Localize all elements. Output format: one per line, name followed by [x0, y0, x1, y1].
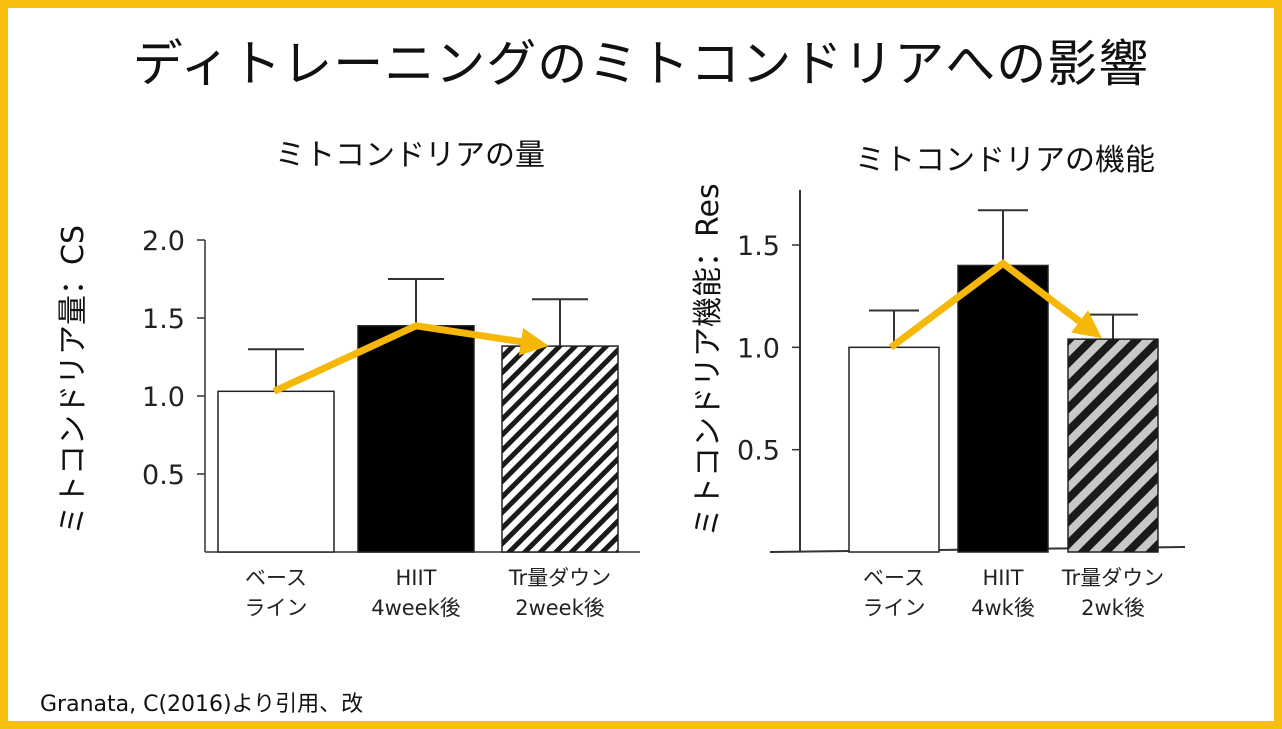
- x-category-label: 4wk後: [971, 596, 1035, 620]
- page-title: ディトレーニングのミトコンドリアへの影響: [132, 35, 1150, 93]
- bar-2: [357, 325, 475, 553]
- bar-2: [957, 264, 1049, 553]
- x-category-label: Tr量ダウン: [508, 566, 611, 590]
- trend-arrow: [888, 259, 1102, 351]
- y-tick-label: 0.5: [142, 460, 185, 491]
- source-note: Granata, C(2016)より引用、改: [40, 692, 364, 717]
- y-tick-label: 1.5: [142, 304, 185, 335]
- bar-1: [217, 390, 335, 553]
- x-category-label: 2week後: [515, 596, 605, 620]
- x-category-label: ライン: [245, 596, 308, 620]
- x-category-label: ライン: [863, 596, 926, 620]
- bar-3: [501, 345, 619, 553]
- bar-3: [1067, 338, 1159, 553]
- chart1-title: ミトコンドリアの量: [275, 138, 545, 173]
- y-tick-label: 2.0: [142, 226, 185, 257]
- y-tick-label: 1.0: [737, 333, 780, 364]
- x-category-label: Tr量ダウン: [1061, 566, 1164, 590]
- y-tick-label: 1.5: [737, 231, 780, 262]
- x-category-label: ベース: [863, 566, 925, 590]
- x-category-label: HIIT: [395, 566, 436, 590]
- bar-1: [848, 346, 940, 553]
- x-category-label: HIIT: [982, 566, 1023, 590]
- x-category-label: 2wk後: [1081, 596, 1145, 620]
- x-category-label: 4week後: [371, 596, 461, 620]
- x-category-label: ベース: [245, 566, 307, 590]
- y-tick-label: 0.5: [737, 436, 780, 467]
- chart2-title: ミトコンドリアの機能: [855, 143, 1155, 178]
- y-tick-label: 1.0: [142, 382, 185, 413]
- trend-arrow: [272, 322, 549, 395]
